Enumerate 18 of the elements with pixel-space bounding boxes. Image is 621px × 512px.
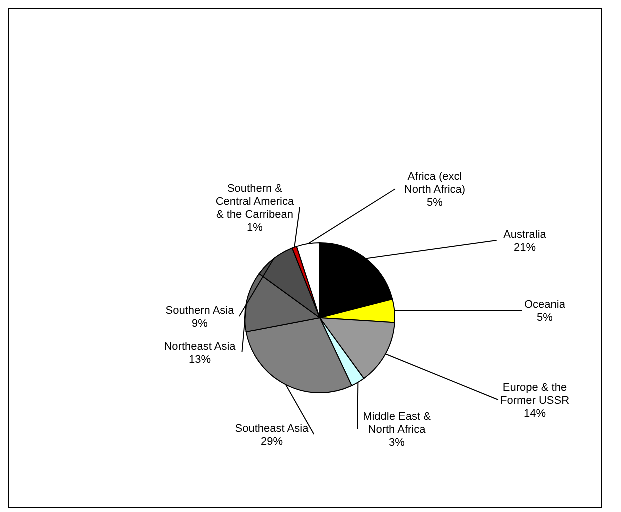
- data-label: 13%: [188, 354, 212, 366]
- slice-label: Oceania: [524, 299, 566, 311]
- slice-label: Southern & Central America & the Carribean: [216, 183, 295, 221]
- data-label: 9%: [192, 318, 208, 330]
- slice-label: Africa (excl North Africa): [404, 171, 466, 196]
- data-label: 5%: [537, 312, 554, 324]
- data-label: 1%: [247, 222, 264, 234]
- slice-label: Middle East & North Africa: [363, 411, 432, 436]
- data-label: 29%: [260, 436, 284, 448]
- slice-label: Southeast Asia: [235, 423, 310, 435]
- data-label: 14%: [524, 408, 546, 420]
- data-label: 3%: [389, 437, 406, 449]
- slice-label: Southern Asia: [166, 305, 236, 317]
- slice-label: Europe & the Former USSR: [500, 382, 570, 407]
- slice-label: Northeast Asia: [164, 341, 237, 353]
- slice-label: Australia: [504, 229, 548, 241]
- data-label: 21%: [514, 242, 536, 254]
- data-label: 5%: [427, 197, 444, 209]
